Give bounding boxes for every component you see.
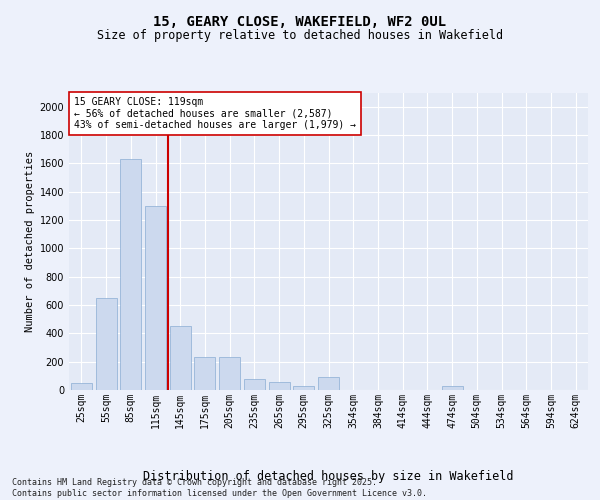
Bar [71,383,92,390]
Bar [318,376,339,390]
Text: 15 GEARY CLOSE: 119sqm
← 56% of detached houses are smaller (2,587)
43% of semi-: 15 GEARY CLOSE: 119sqm ← 56% of detached… [74,97,356,130]
Bar [194,358,215,390]
Bar [120,159,141,390]
Bar [170,326,191,390]
Bar [293,386,314,390]
Text: Size of property relative to detached houses in Wakefield: Size of property relative to detached ho… [97,30,503,43]
X-axis label: Distribution of detached houses by size in Wakefield: Distribution of detached houses by size … [143,470,514,482]
Y-axis label: Number of detached properties: Number of detached properties [25,150,35,332]
Bar [219,358,240,390]
Bar [244,378,265,390]
Bar [95,298,116,390]
Text: Contains HM Land Registry data © Crown copyright and database right 2025.
Contai: Contains HM Land Registry data © Crown c… [12,478,427,498]
Text: 15, GEARY CLOSE, WAKEFIELD, WF2 0UL: 15, GEARY CLOSE, WAKEFIELD, WF2 0UL [154,16,446,30]
Bar [269,382,290,390]
Bar [145,206,166,390]
Bar [442,386,463,390]
